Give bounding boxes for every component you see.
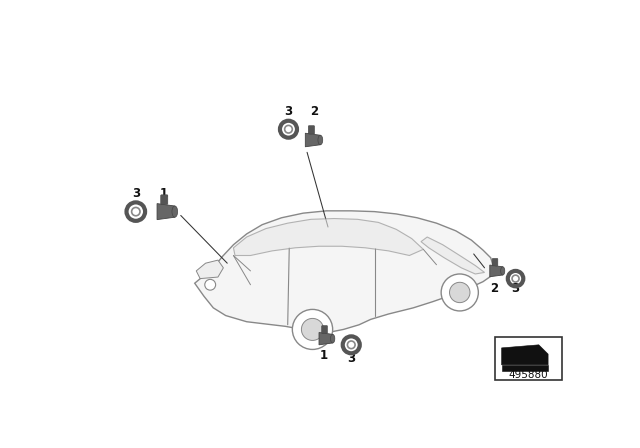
Polygon shape — [196, 260, 223, 279]
Polygon shape — [490, 265, 503, 277]
Ellipse shape — [172, 206, 178, 217]
Circle shape — [441, 274, 478, 311]
Text: 3: 3 — [284, 105, 292, 118]
Polygon shape — [157, 203, 175, 220]
FancyBboxPatch shape — [308, 126, 314, 134]
Polygon shape — [502, 345, 548, 365]
Polygon shape — [195, 211, 494, 332]
Text: 1: 1 — [320, 349, 328, 362]
Circle shape — [292, 310, 333, 349]
FancyBboxPatch shape — [492, 258, 498, 266]
Bar — [495, 337, 562, 380]
Ellipse shape — [318, 135, 323, 145]
Polygon shape — [319, 332, 333, 345]
Ellipse shape — [330, 334, 335, 343]
Circle shape — [301, 319, 324, 340]
Polygon shape — [305, 133, 321, 147]
Text: 2: 2 — [491, 282, 499, 295]
Text: 3: 3 — [132, 187, 140, 200]
Text: 495880: 495880 — [509, 370, 548, 380]
Circle shape — [205, 280, 216, 290]
FancyBboxPatch shape — [161, 195, 168, 204]
Text: 1: 1 — [159, 187, 168, 200]
Text: 3: 3 — [511, 282, 520, 295]
Text: 2: 2 — [310, 105, 318, 118]
Bar — [502, 365, 548, 371]
Polygon shape — [234, 219, 423, 255]
FancyBboxPatch shape — [322, 326, 328, 333]
Text: 3: 3 — [347, 352, 355, 365]
Circle shape — [449, 282, 470, 303]
Polygon shape — [421, 237, 484, 274]
Ellipse shape — [500, 267, 505, 275]
